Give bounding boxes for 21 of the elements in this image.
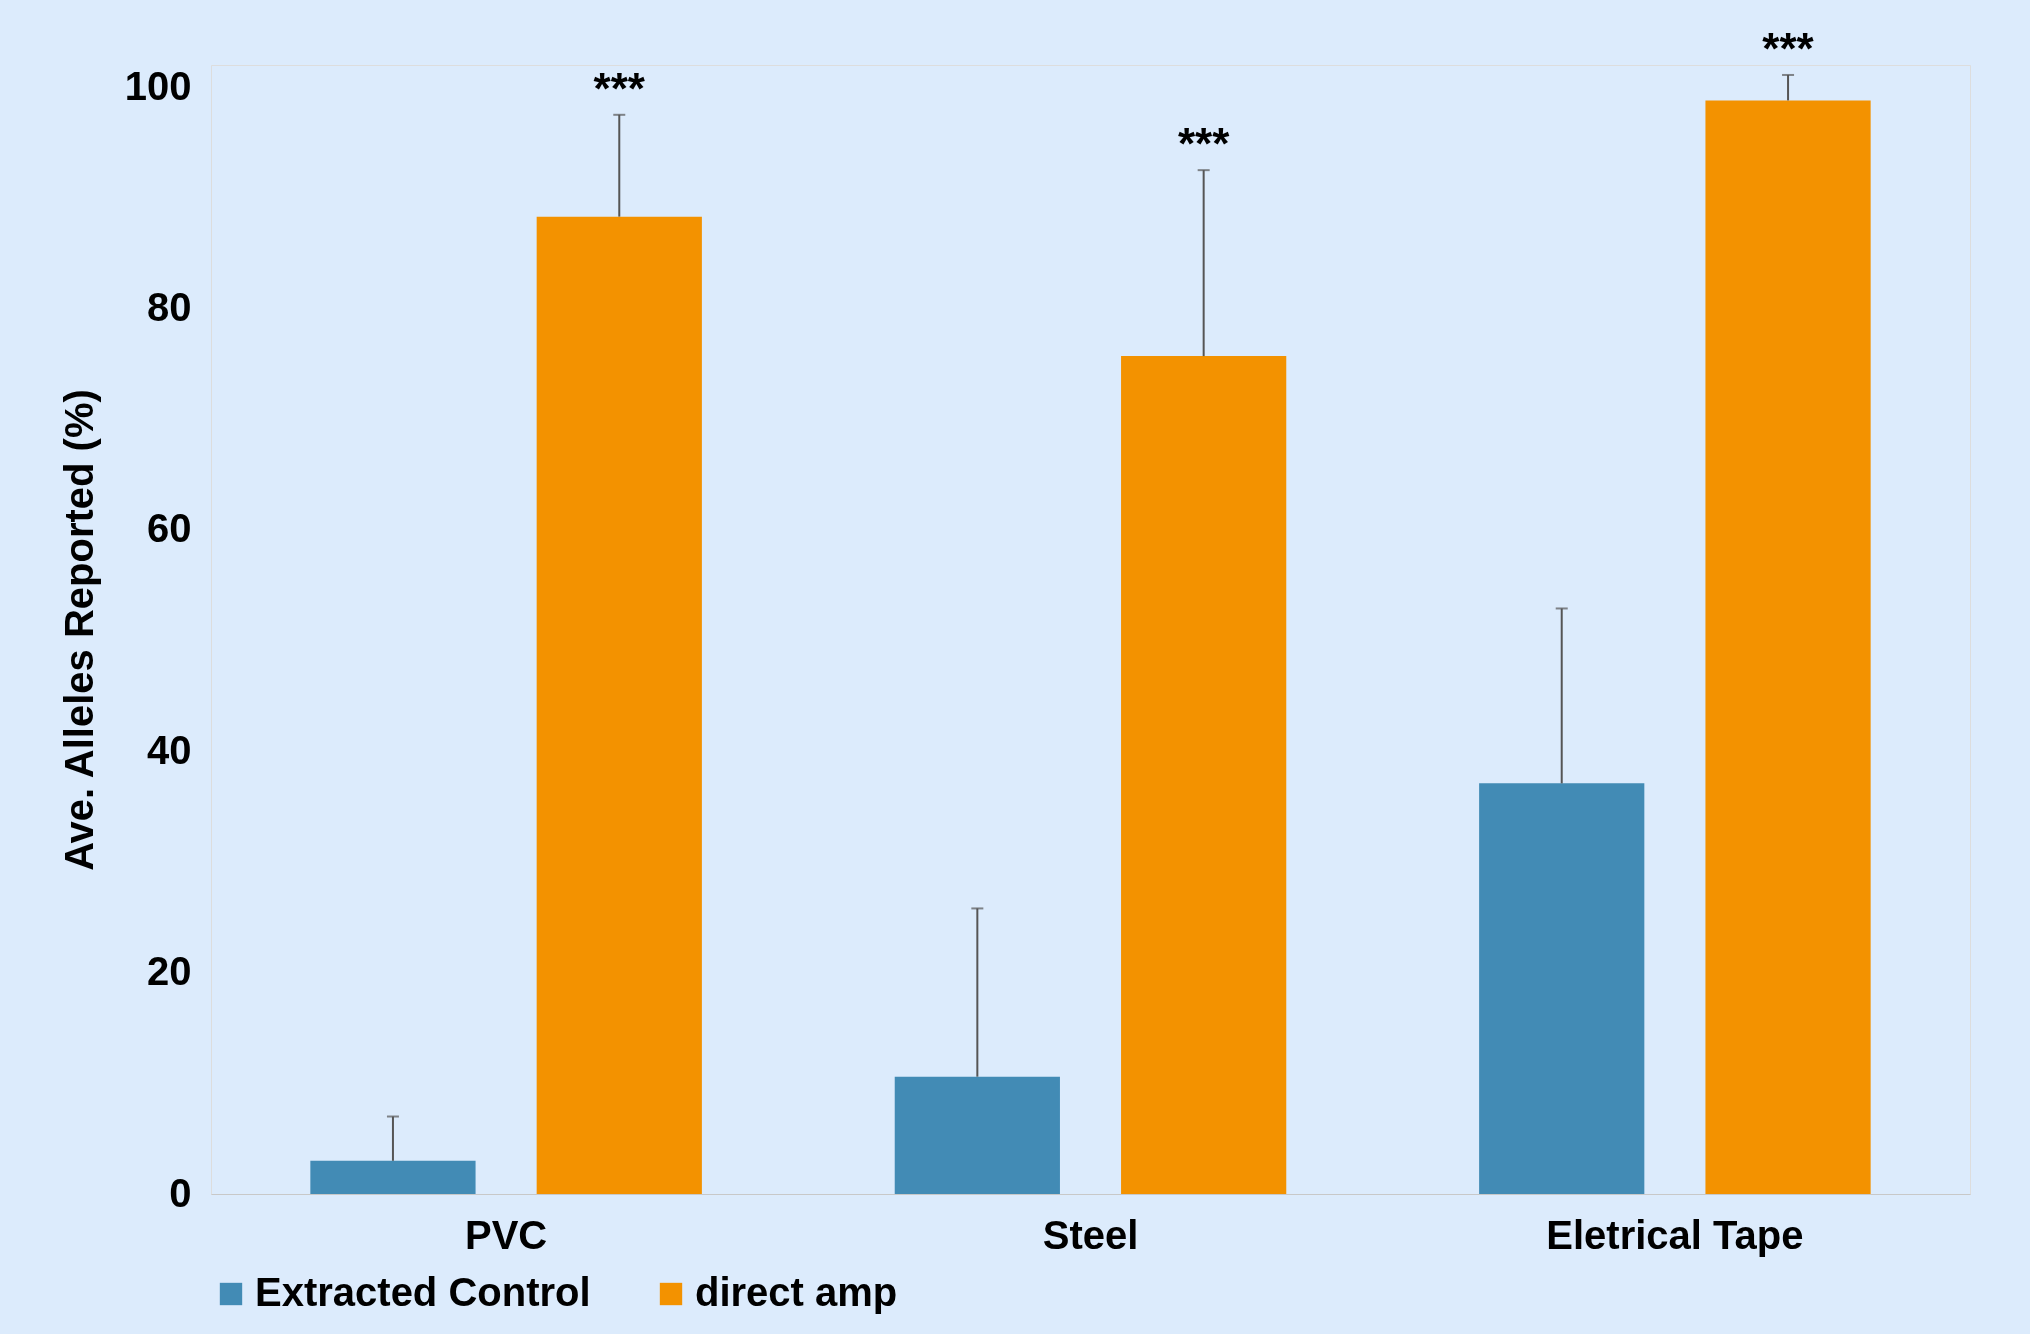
bar	[536, 216, 702, 1194]
bar	[894, 1076, 1060, 1194]
y-axis-title: Ave. Alleles Reported (%)	[56, 389, 101, 871]
bar	[1705, 100, 1871, 1194]
y-tick-label: 80	[147, 285, 192, 330]
bar	[310, 1160, 476, 1194]
y-tick-label: 40	[147, 727, 192, 772]
annotation: ***	[1762, 23, 1815, 73]
y-tick-label: 20	[147, 949, 192, 994]
y-tick-label: 100	[124, 63, 192, 108]
y-tick-label: 60	[147, 506, 192, 551]
x-tick-label: Steel	[1042, 1212, 1139, 1257]
x-tick-label: PVC	[464, 1212, 548, 1257]
legend-label: Extracted Control	[255, 1270, 591, 1314]
legend-label: direct amp	[695, 1270, 898, 1314]
y-tick-label: 0	[169, 1170, 192, 1215]
bar	[1479, 783, 1645, 1194]
x-tick-label: Eletrical Tape	[1546, 1212, 1804, 1257]
annotation: ***	[593, 63, 646, 113]
annotation: ***	[1177, 119, 1231, 169]
bar	[1121, 356, 1287, 1194]
